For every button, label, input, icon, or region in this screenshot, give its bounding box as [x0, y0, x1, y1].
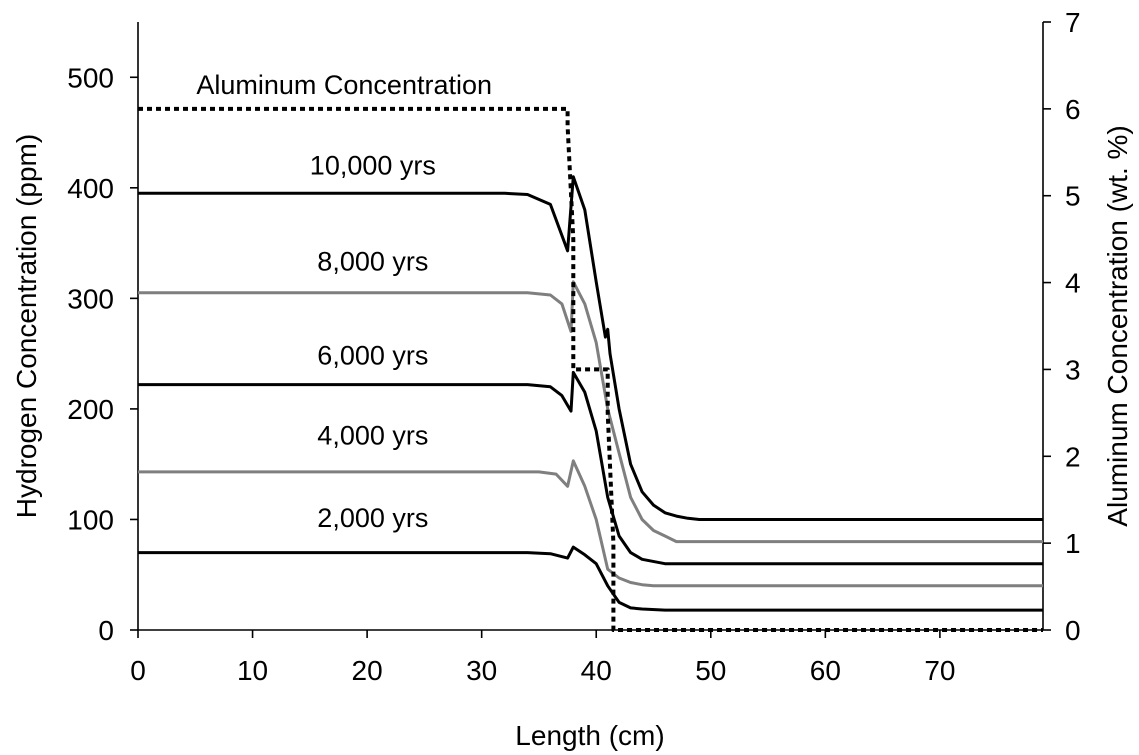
- y-tick-label: 400: [67, 173, 114, 204]
- series-line: [138, 370, 1043, 566]
- y-tick-label: 300: [67, 283, 114, 314]
- y2-tick-label: 4: [1065, 268, 1081, 299]
- left-y-axis-title: Hydrogen Concentration (ppm): [11, 134, 42, 518]
- y2-tick-label: 7: [1065, 7, 1081, 38]
- y2-tick-label: 6: [1065, 94, 1081, 125]
- series-label: 4,000 yrs: [317, 420, 428, 450]
- x-tick-label: 20: [352, 655, 383, 686]
- plot-area: 0 10 20 30 40 50 60 70 0 100 200 300 400 500 0 1 2 3 4 5 6…: [67, 7, 1080, 686]
- x-tick-label: 40: [581, 655, 612, 686]
- y2-tick-label: 2: [1065, 441, 1081, 472]
- series-label: 2,000 yrs: [317, 503, 428, 533]
- x-ticks: 0 10 20 30 40 50 60 70: [130, 630, 955, 686]
- right-y-axis-title: Aluminum Concentration (wt. %): [1102, 125, 1133, 526]
- y-tick-label: 100: [67, 504, 114, 535]
- x-tick-label: 60: [810, 655, 841, 686]
- x-tick-label: 50: [695, 655, 726, 686]
- left-y-ticks: 0 100 200 300 400 500: [67, 62, 138, 646]
- y-tick-label: 200: [67, 394, 114, 425]
- x-tick-label: 10: [237, 655, 268, 686]
- series-label: 6,000 yrs: [317, 341, 428, 371]
- series-lines: [138, 106, 1043, 632]
- series-label: 10,000 yrs: [310, 151, 436, 181]
- y2-tick-label: 0: [1065, 615, 1081, 646]
- series-label: Aluminum Concentration: [196, 70, 492, 100]
- y2-tick-label: 3: [1065, 354, 1081, 385]
- y-tick-label: 0: [98, 615, 114, 646]
- y2-tick-label: 5: [1065, 181, 1081, 212]
- x-tick-label: 30: [466, 655, 497, 686]
- right-y-ticks: 0 1 2 3 4 5 6 7: [1043, 7, 1081, 646]
- y2-tick-label: 1: [1065, 528, 1081, 559]
- series-line: [138, 545, 1043, 612]
- x-axis-title: Length (cm): [515, 720, 664, 751]
- series-line: [138, 175, 1043, 521]
- series-line: [138, 459, 1043, 588]
- series-label: 8,000 yrs: [317, 247, 428, 277]
- x-tick-label: 70: [924, 655, 955, 686]
- series-labels: Aluminum Concentration 10,000 yrs 8,000 yr…: [196, 70, 492, 533]
- series-line: [138, 280, 1043, 544]
- x-tick-label: 0: [130, 655, 146, 686]
- y-tick-label: 500: [67, 62, 114, 93]
